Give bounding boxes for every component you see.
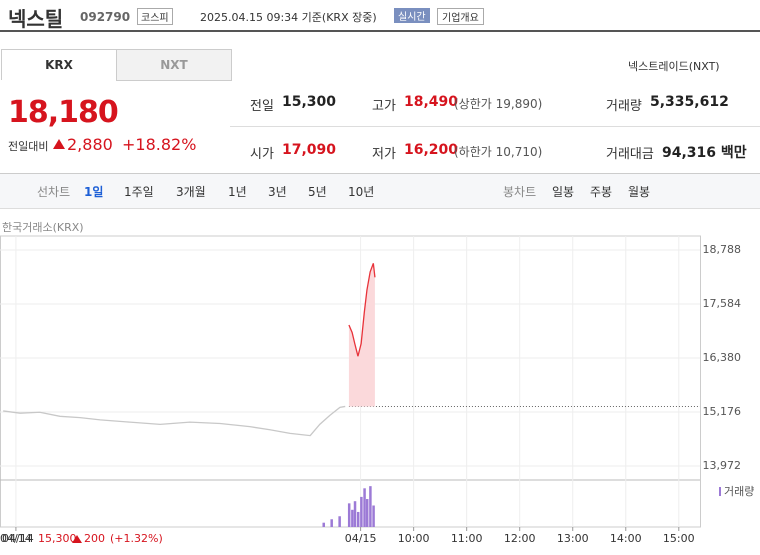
x-tick-label: 10:00 <box>398 532 430 545</box>
period[interactable]: 1년 <box>228 185 247 199</box>
y-tick-label: 15,176 <box>703 405 742 418</box>
x-tick-label: 04/14 <box>0 532 32 545</box>
price: 18,180 <box>8 95 119 130</box>
up-icon <box>72 535 82 543</box>
company-button[interactable]: 기업개요 <box>437 8 484 25</box>
divider <box>230 126 760 127</box>
plot-frame <box>0 235 701 528</box>
volume-bar <box>353 501 357 527</box>
period-bar <box>0 173 760 209</box>
quote-label: 거래량 <box>606 99 642 114</box>
period[interactable]: 5년 <box>308 185 327 199</box>
footer-rate: (+1.32%) <box>110 532 163 545</box>
quote-value: 5,335,612 <box>650 94 729 110</box>
x-tick-label: 15:00 <box>663 532 695 545</box>
legend-swatch <box>719 487 721 496</box>
y-tick-label: 18,788 <box>703 243 742 256</box>
footer-date: 04/14 <box>2 532 34 545</box>
quote-label: 고가 <box>372 99 396 114</box>
chart-type: 봉차트 <box>503 185 537 199</box>
change-rate: +18.82% <box>122 135 197 154</box>
realtime-badge[interactable]: 실시간 <box>394 8 430 23</box>
volume-bar <box>365 499 369 527</box>
y-tick-label: 17,584 <box>703 297 742 310</box>
stock-code: 092790 <box>80 10 131 24</box>
volume-bar <box>372 505 375 527</box>
period[interactable]: 3개월 <box>176 185 206 199</box>
period[interactable]: 월봉 <box>628 185 651 199</box>
quote-label: 거래대금 <box>606 147 654 162</box>
change: 2,880 <box>67 135 113 154</box>
period[interactable]: 주봉 <box>590 185 613 199</box>
y-tick-label: 13,972 <box>703 459 742 472</box>
x-tick-label: 14:00 <box>610 532 642 545</box>
period[interactable]: 1주일 <box>124 185 154 199</box>
volume-bar <box>356 511 360 527</box>
y-tick-label: 16,380 <box>703 351 742 364</box>
period[interactable]: 1일 <box>84 185 104 199</box>
price-line <box>348 263 376 357</box>
volume-bar <box>347 503 351 527</box>
volume-bar <box>330 519 333 527</box>
quote-value: 94,316 백만 <box>662 145 747 161</box>
nxt-link[interactable]: 넥스트레이드(NXT) <box>628 60 720 73</box>
quote-value: 18,490 <box>404 94 459 110</box>
footer-change: 200 <box>84 532 105 545</box>
volume-bar <box>322 522 325 527</box>
period[interactable]: 10년 <box>348 185 375 199</box>
quote-label: 시가 <box>250 147 274 162</box>
footer-price: 15,300 <box>38 532 77 545</box>
change-label: 전일대비 <box>8 140 49 153</box>
divider <box>0 30 760 32</box>
volume-bar <box>363 488 366 527</box>
quote-value: 15,300 <box>282 94 337 110</box>
period[interactable]: 일봉 <box>552 185 575 199</box>
quote-limit: (상한가 19,890) <box>454 97 543 111</box>
price-value: 18,180 <box>8 95 119 130</box>
tab[interactable]: NXT <box>116 49 232 81</box>
x-tick-label: 12:00 <box>504 532 536 545</box>
period[interactable]: 3년 <box>268 185 287 199</box>
market-badge: 코스피 <box>137 8 173 25</box>
quote-label: 전일 <box>250 99 274 114</box>
quote-limit: (하한가 10,710) <box>454 145 543 159</box>
quote-value: 16,200 <box>404 142 459 158</box>
x-tick-label: 04/15 <box>345 532 377 545</box>
quote-value: 17,090 <box>282 142 337 158</box>
stock-name: 넥스틸 <box>8 7 64 31</box>
legend-label: 거래량 <box>724 485 754 498</box>
market-label: 한국거래소(KRX) <box>2 221 84 234</box>
volume-bar <box>338 516 341 527</box>
x-tick-label: 11:00 <box>451 532 483 545</box>
price-line <box>3 405 346 437</box>
up-icon <box>53 139 65 149</box>
volume-bar <box>351 509 354 527</box>
quote-label: 저가 <box>372 147 396 162</box>
area <box>348 263 375 407</box>
quote-time: 2025.04.15 09:34 기준(KRX 장중) <box>200 11 377 24</box>
x-tick-label: 13:00 <box>557 532 589 545</box>
chart-type: 선차트 <box>37 185 71 199</box>
volume-bar <box>360 496 363 527</box>
volume-bar <box>369 486 372 527</box>
